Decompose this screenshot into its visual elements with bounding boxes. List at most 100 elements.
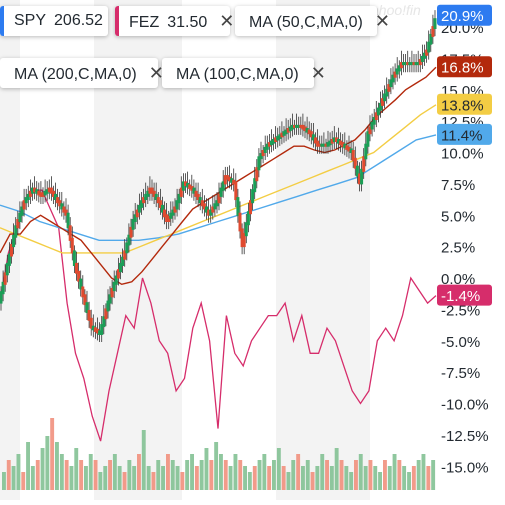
spy-candle-body [93,327,97,332]
spy-candle-body [24,197,28,204]
volume-bar [45,436,50,490]
legend-chip-ma50[interactable]: MA (50,C,MA,0) ✕ [235,6,390,36]
spy-candle-body [332,137,336,142]
spy-candle-body [433,18,437,29]
legend-chip-spy[interactable]: SPY 206.52 [0,6,108,36]
spy-candle-body [274,137,278,142]
volume-bar [315,466,320,490]
legend-chip-fez[interactable]: FEZ 31.50 ✕ [115,6,234,36]
spy-candle-body [142,197,146,204]
spy-candle-body [420,55,424,62]
spy-candle-body [263,146,267,153]
spy-value-badge-text: 20.9% [441,8,484,25]
ma200-close-icon[interactable]: ✕ [148,63,164,83]
y-tick-label: -7.5% [441,365,480,382]
spy-candle-body [295,124,299,128]
spy-candle-body [10,244,13,257]
spy-candle-body [5,262,9,276]
spy-candle-body [334,137,338,142]
spy-candle-body [190,186,194,191]
y-tick-label: -15.0% [441,459,489,476]
volume-bar [209,460,214,490]
spy-candle-body [416,62,420,66]
spy-candle-body [341,142,345,147]
ma50-close-icon[interactable]: ✕ [374,11,390,31]
spy-candle-body [81,286,85,298]
legend-chip-ma200[interactable]: MA (200,C,MA,0) ✕ [0,58,164,88]
y-tick-label: 0.0% [441,271,475,288]
spy-candle-body [339,140,343,146]
spy-candle-body [125,242,129,254]
spy-candle-body [169,212,173,219]
spy-candle-body [209,209,213,216]
spy-candle-body [1,281,5,295]
spy-candle-body [12,234,16,248]
spy-candle-body [163,209,166,218]
spy-candle-body [372,117,376,125]
volume-bar [156,460,161,490]
volume-bar [214,442,219,490]
spy-candle-body [207,209,211,216]
volume-bar [112,454,117,490]
spy-candle-body [171,209,175,216]
spy-candle-body [87,310,91,321]
spy-candle-body [96,328,99,334]
fez-close-icon[interactable]: ✕ [219,11,235,31]
volume-bar [122,472,127,490]
ma100-series-line [0,134,437,242]
spy-candle-body [349,148,353,153]
volume-bar [281,466,286,490]
volume-bar [305,460,310,490]
y-tick-label: 2.5% [441,240,475,257]
spy-candle-body [184,181,187,186]
volume-bar [16,454,21,490]
spy-candle-body [167,215,171,222]
legend-chip-ma100[interactable]: MA (100,C,MA,0) ✕ [162,58,326,88]
spy-candle-body [427,41,431,53]
spy-candle-body [355,165,359,177]
volume-bar [368,460,373,490]
spy-candle-body [383,93,387,102]
spy-candle-body [246,211,250,226]
y-tick-label: -12.5% [441,428,489,445]
spy-candle-body [297,124,301,128]
fez-symbol: FEZ [129,14,160,31]
spy-candle-body [251,189,255,204]
spy-candle-body [175,200,179,210]
volume-bar [50,418,55,490]
spy-candle-body [70,237,74,254]
volume-bar [79,460,84,490]
spy-candle-body [188,184,192,190]
volume-bar [252,466,257,490]
volume-bar [30,466,35,490]
volume-bar [267,466,272,490]
spy-value-badge [437,4,492,26]
spy-candle-body [230,178,234,183]
spy-candle-body [106,300,110,312]
volume-bar [320,454,325,490]
y-tick-label: 10.0% [441,146,484,163]
volume-bar [132,466,137,490]
spy-candle-body [418,59,422,66]
spy-candle-body [311,134,315,141]
spy-candle-body [370,121,374,130]
spy-candle-body [116,269,120,279]
spy-candle-body [276,135,280,141]
volume-bar [117,466,122,490]
spy-candle-body [54,193,57,200]
spy-candle-body [26,193,30,200]
volume-bar [11,466,16,490]
volume-bar [190,454,194,490]
spy-candle-body [52,190,55,197]
spy-candle-body [110,288,114,298]
spy-candle-body [177,193,181,204]
ma200-value-badge-text: 13.8% [441,97,484,114]
volume-bar [344,466,349,490]
ma100-close-icon[interactable]: ✕ [310,63,326,83]
spy-candle-body [221,181,225,191]
spy-candle-body [228,176,231,182]
watermark: yahoo!fin [364,2,421,18]
spy-candle-body [102,316,106,328]
